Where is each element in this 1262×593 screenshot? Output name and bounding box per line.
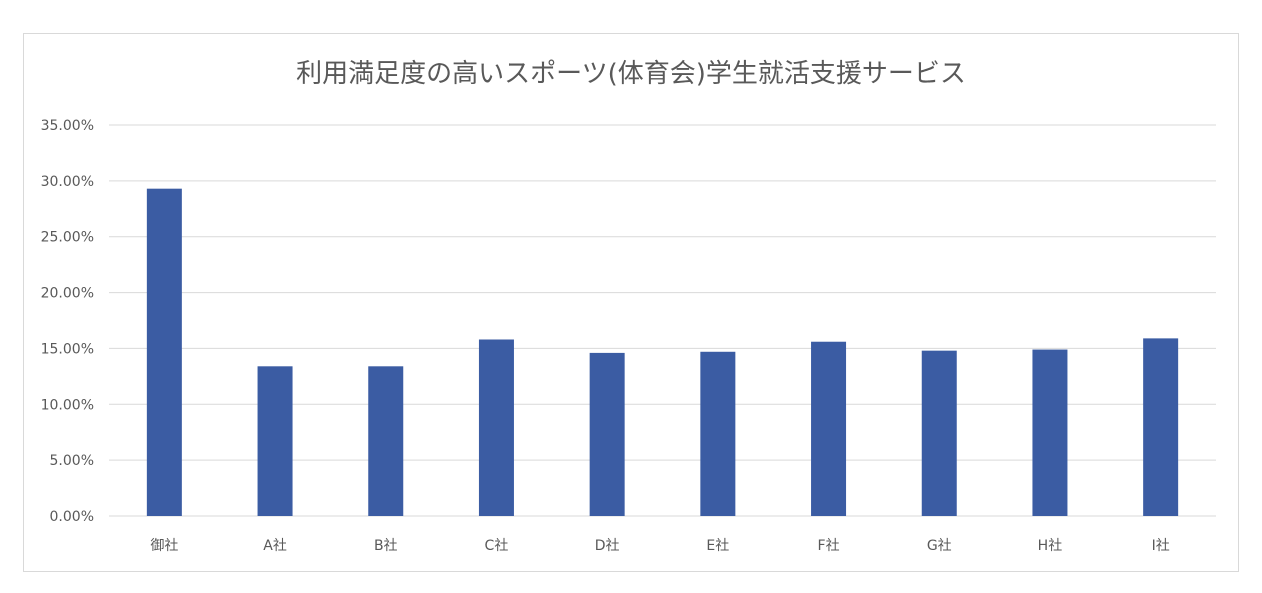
- bar-7: [921, 350, 957, 516]
- y-tick-label: 5.00%: [50, 453, 94, 469]
- x-category-label: B社: [374, 538, 398, 554]
- x-category-label: A社: [263, 538, 287, 554]
- y-tick-label: 20.00%: [41, 286, 94, 302]
- x-category-label: D社: [595, 538, 620, 554]
- gridlines: [109, 124, 1216, 517]
- y-tick-label: 35.00%: [41, 118, 94, 134]
- x-category-label: E社: [706, 538, 729, 554]
- bars: [146, 188, 1179, 517]
- bar-6: [811, 341, 847, 516]
- bar-0: [146, 188, 182, 517]
- bar-2: [368, 366, 404, 516]
- bar-9: [1143, 338, 1179, 516]
- bar-1: [257, 366, 293, 516]
- x-category-label: C社: [485, 538, 509, 554]
- y-tick-label: 0.00%: [50, 509, 94, 525]
- bar-8: [1032, 349, 1068, 516]
- y-tick-label: 25.00%: [41, 230, 94, 246]
- chart-title: 利用満足度の高いスポーツ(体育会)学生就活支援サービス: [296, 59, 966, 89]
- y-tick-label: 15.00%: [41, 341, 94, 357]
- x-category-label: G社: [927, 538, 952, 554]
- x-category-label: F社: [818, 538, 840, 554]
- x-axis-category-labels: 御社 A社 B社 C社 D社 E社 F社 G社 H社 I社: [150, 538, 1169, 554]
- y-tick-label: 30.00%: [41, 174, 94, 190]
- y-axis-tick-labels: 0.00% 5.00% 10.00% 15.00% 20.00% 25.00% 30.00%…: [41, 118, 94, 525]
- x-category-label: I社: [1152, 538, 1170, 554]
- bar-4: [589, 352, 625, 516]
- y-tick-label: 10.00%: [41, 397, 94, 413]
- bar-3: [478, 339, 514, 516]
- x-category-label: 御社: [150, 538, 178, 554]
- x-category-label: H社: [1038, 538, 1063, 554]
- bar-5: [700, 351, 736, 516]
